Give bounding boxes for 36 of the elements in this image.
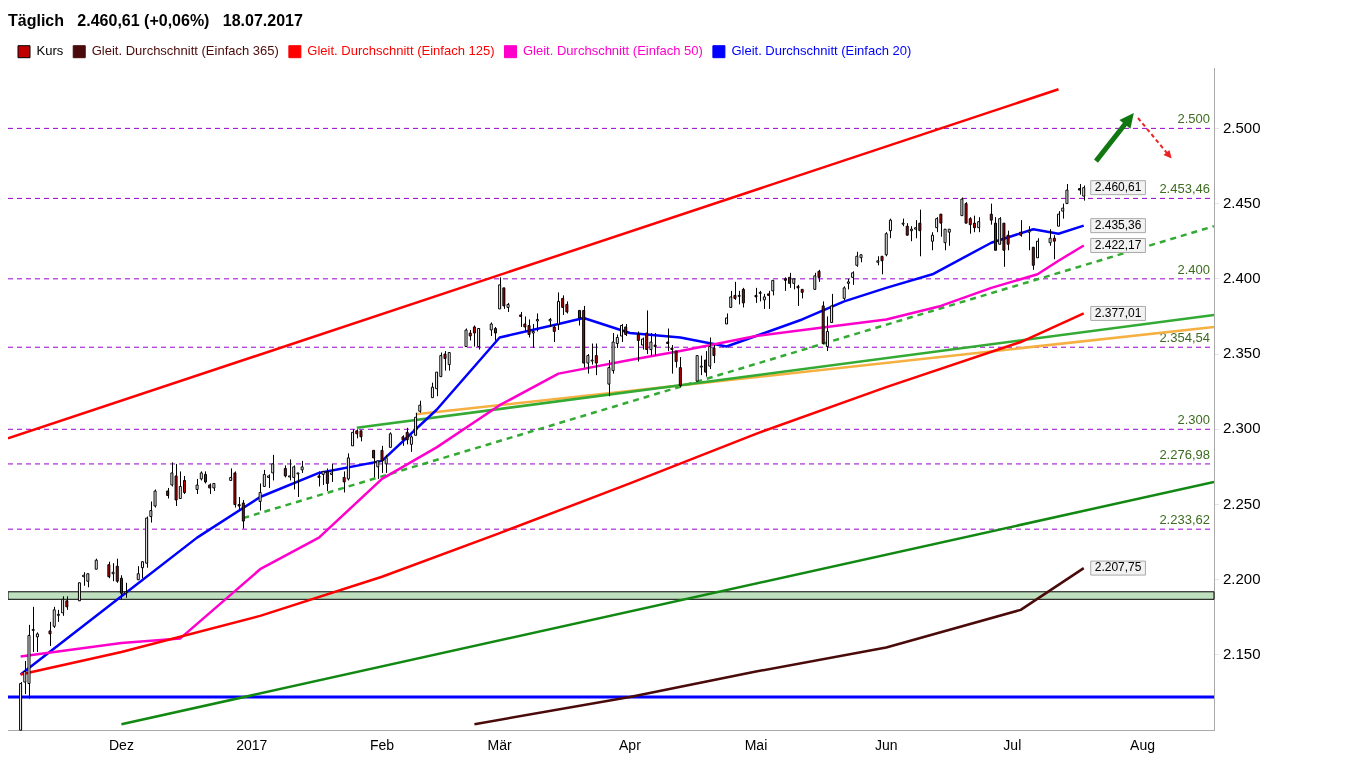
y-tick-label: 2.150 [1223, 645, 1261, 663]
x-tick-label: Dez [109, 737, 134, 754]
x-tick-label: Feb [369, 737, 395, 754]
ref-line-label: 2.453,46 [1159, 181, 1210, 197]
x-tick-label: Jun [874, 737, 898, 754]
x-tick-label: Mär [487, 737, 513, 754]
annotation: 2.460,61 [1094, 179, 1142, 194]
annotation: 2.435,36 [1094, 217, 1142, 232]
x-tick-label: Aug [1130, 737, 1156, 754]
y-tick-label: 2.400 [1223, 268, 1261, 286]
ref-line-label: 2.300 [1177, 412, 1210, 428]
legend-label: Gleit. Durchschnitt (Einfach 50) [523, 43, 703, 59]
x-tick-label: 2017 [236, 737, 268, 754]
annotation: 2.377,01 [1094, 305, 1142, 320]
y-tick-label: 2.200 [1223, 569, 1261, 587]
ref-line-label: 2.354,54 [1159, 330, 1210, 346]
candlestick [695, 355, 699, 382]
y-tick-label: 2.300 [1223, 419, 1261, 437]
x-tick-label: Jul [1003, 737, 1022, 754]
legend-label: Gleit. Durchschnitt (Einfach 365) [91, 43, 279, 59]
y-tick-label: 2.350 [1223, 344, 1261, 362]
ref-line-label: 2.500 [1177, 111, 1210, 127]
annotation: 2.422,17 [1094, 237, 1142, 252]
x-tick-label: Mai [744, 737, 768, 754]
ref-line-label: 2.276,98 [1159, 447, 1210, 462]
y-tick-label: 2.250 [1223, 494, 1261, 512]
legend-label: Kurs [36, 43, 64, 59]
chart-title: Täglich 2.460,61 (+0,06%) 18.07.2017 [8, 12, 303, 30]
y-tick-label: 2.500 [1223, 118, 1261, 136]
ref-line-label: 2.233,62 [1159, 512, 1210, 528]
ref-line-label: 2.400 [1177, 261, 1210, 277]
annotation: 2.207,75 [1094, 560, 1142, 575]
y-tick-label: 2.450 [1223, 193, 1261, 211]
x-tick-label: Apr [619, 737, 642, 754]
legend-label: Gleit. Durchschnitt (Einfach 20) [731, 43, 912, 59]
legend-label: Gleit. Durchschnitt (Einfach 125) [307, 43, 495, 59]
